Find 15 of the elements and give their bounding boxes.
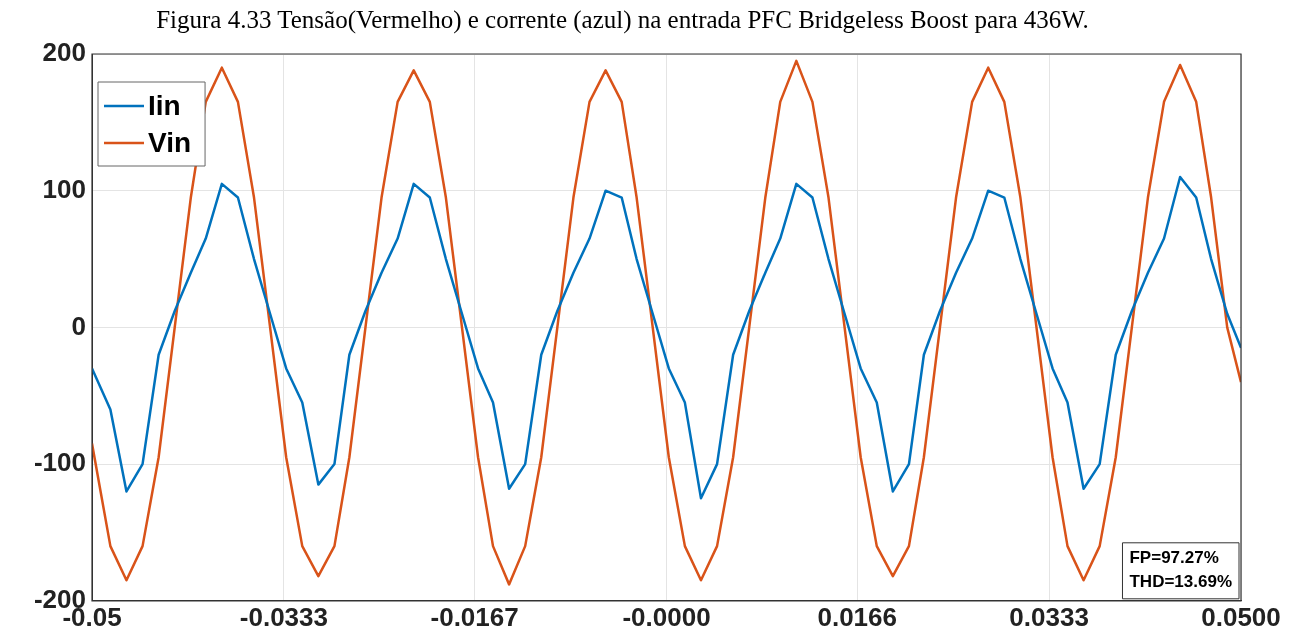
x-tick-label: 0.0333 xyxy=(1009,601,1089,632)
y-tick-label: 100 xyxy=(42,173,86,204)
y-tick-label: -100 xyxy=(33,447,86,478)
legend-label: Iin xyxy=(148,89,181,121)
x-tick-label: 0.0500 xyxy=(1201,601,1281,632)
x-tick-label: 0.0166 xyxy=(817,601,897,632)
y-tick-label: 200 xyxy=(42,37,86,68)
x-tick-label: -0.0000 xyxy=(622,601,711,632)
legend-label: Vin xyxy=(148,126,192,158)
x-tick-label: -0.0167 xyxy=(430,601,519,632)
x-tick-label: -0.0333 xyxy=(239,601,328,632)
chart-title: Figura 4.33 Tensão(Vermelho) e corrente (azul) na entrada PFC Bridgeless Boost para 436W. xyxy=(156,5,1089,34)
y-tick-label: 0 xyxy=(71,310,86,341)
annotation: THD=13.69% xyxy=(1129,572,1233,592)
annotation: FP=97.27% xyxy=(1129,548,1219,568)
